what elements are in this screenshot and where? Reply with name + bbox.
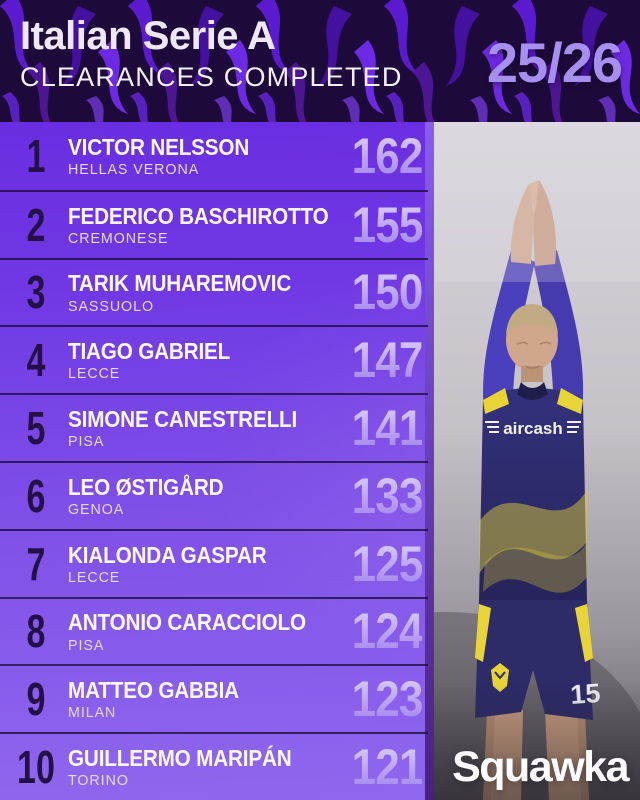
player-info: MATTEO GABBIA MILAN — [62, 678, 342, 720]
page-title: Italian Serie A — [20, 14, 276, 58]
team-name: PISA — [68, 433, 105, 451]
right-hand — [533, 180, 557, 266]
clearances-value: 133 — [351, 467, 423, 524]
svg-text:aircash: aircash — [503, 419, 563, 438]
clearances-value: 162 — [351, 127, 423, 184]
clearances-value: 150 — [351, 264, 423, 321]
table-row: 8 ANTONIO CARACCIOLO PISA 124 — [0, 596, 428, 665]
ranking-list: 1 VICTOR NELSSON HELLAS VERONA 162 2 FED… — [0, 122, 428, 800]
photo-edge-strip — [425, 122, 434, 800]
table-row: 5 SIMONE CANESTRELLI PISA 141 — [0, 393, 428, 461]
player-name: TARIK MUHAREMOVIC — [68, 270, 292, 297]
rank-number: 8 — [26, 605, 46, 658]
rank-number: 4 — [26, 334, 46, 387]
rank-number: 2 — [26, 198, 46, 251]
left-hand — [510, 184, 533, 264]
team-name: LECCE — [68, 568, 121, 586]
player-name: SIMONE CANESTRELLI — [68, 406, 298, 433]
player-name: VICTOR NELSSON — [68, 133, 250, 160]
player-info: SIMONE CANESTRELLI PISA — [62, 407, 342, 449]
clearances-value: 123 — [351, 671, 423, 728]
rank-number: 3 — [26, 266, 46, 319]
table-row: 4 TIAGO GABRIEL LECCE 147 — [0, 325, 428, 393]
player-info: FEDERICO BASCHIROTTO CREMONESE — [62, 202, 342, 247]
table-row: 6 LEO ØSTIGÅRD GENOA 133 — [0, 460, 428, 529]
player-name: LEO ØSTIGÅRD — [68, 473, 224, 500]
player-photo-art: aircash 15 — [425, 122, 640, 800]
table-row: 7 KIALONDA GASPAR LECCE 125 — [0, 528, 428, 597]
season-badge: 25/26 — [486, 31, 623, 94]
player-info: TARIK MUHAREMOVIC SASSUOLO — [62, 271, 342, 313]
jersey-sponsor: aircash — [485, 419, 581, 438]
team-name: SASSUOLO — [68, 297, 155, 315]
rank-number: 9 — [26, 673, 46, 726]
rank-number: 1 — [26, 129, 46, 182]
player-info: ANTONIO CARACCIOLO PISA — [62, 610, 342, 652]
right-sleeve — [533, 250, 584, 422]
squawka-logo: Squawka — [452, 743, 629, 791]
rank-number: 7 — [26, 537, 46, 590]
team-name: LECCE — [68, 365, 121, 383]
player-name: GUILLERMO MARIPÁN — [68, 745, 292, 771]
clearances-value: 124 — [351, 603, 423, 660]
team-name: HELLAS VERONA — [68, 160, 200, 178]
header-pattern — [0, 0, 640, 122]
team-name: MILAN — [68, 704, 117, 722]
page-subtitle: CLEARANCES COMPLETED — [20, 62, 403, 92]
player-name: MATTEO GABBIA — [68, 677, 239, 704]
rank-number: 10 — [17, 741, 55, 794]
team-name: GENOA — [68, 500, 125, 518]
player-name: ANTONIO CARACCIOLO — [68, 609, 306, 636]
player-name: KIALONDA GASPAR — [68, 541, 267, 568]
player-info: LEO ØSTIGÅRD GENOA — [62, 475, 342, 517]
table-row: 1 VICTOR NELSSON HELLAS VERONA 162 — [0, 122, 428, 190]
header: Italian Serie A CLEARANCES COMPLETED 25/… — [0, 0, 640, 122]
player-info: TIAGO GABRIEL LECCE — [62, 339, 342, 381]
team-name: CREMONESE — [68, 229, 169, 247]
table-row: 9 MATTEO GABBIA MILAN 123 — [0, 664, 428, 732]
table-row: 2 FEDERICO BASCHIROTTO CREMONESE 155 — [0, 189, 428, 258]
table-row: 10 GUILLERMO MARIPÁN TORINO 121 — [0, 732, 428, 800]
player-name: FEDERICO BASCHIROTTO — [68, 202, 329, 229]
player-photo: aircash 15 — [425, 122, 640, 800]
clearances-value: 121 — [351, 739, 423, 796]
player-info: KIALONDA GASPAR LECCE — [62, 541, 342, 586]
rank-number: 5 — [26, 402, 46, 455]
player-name: TIAGO GABRIEL — [68, 338, 231, 365]
player-info: GUILLERMO MARIPÁN TORINO — [62, 746, 342, 788]
team-name: PISA — [68, 636, 105, 654]
clearances-value: 147 — [351, 332, 423, 389]
clearances-value: 125 — [351, 535, 423, 592]
team-name: TORINO — [68, 772, 129, 790]
clearances-value: 141 — [351, 400, 423, 457]
table-row: 3 TARIK MUHAREMOVIC SASSUOLO 150 — [0, 257, 428, 326]
player-info: VICTOR NELSSON HELLAS VERONA — [62, 135, 342, 177]
clearances-value: 155 — [351, 196, 423, 253]
rank-number: 6 — [26, 469, 46, 522]
